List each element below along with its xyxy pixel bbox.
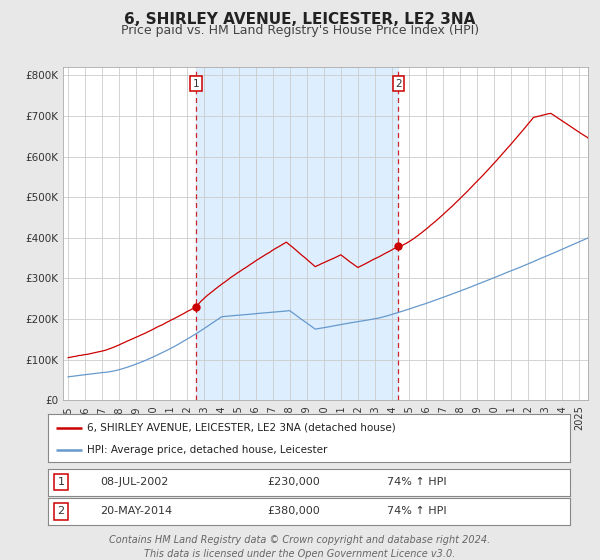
Text: £380,000: £380,000 — [267, 506, 320, 516]
Text: HPI: Average price, detached house, Leicester: HPI: Average price, detached house, Leic… — [87, 445, 328, 455]
Text: Price paid vs. HM Land Registry's House Price Index (HPI): Price paid vs. HM Land Registry's House … — [121, 24, 479, 37]
Text: 2: 2 — [395, 79, 402, 89]
Text: 6, SHIRLEY AVENUE, LEICESTER, LE2 3NA (detached house): 6, SHIRLEY AVENUE, LEICESTER, LE2 3NA (d… — [87, 423, 396, 433]
Text: 74% ↑ HPI: 74% ↑ HPI — [388, 506, 447, 516]
Text: Contains HM Land Registry data © Crown copyright and database right 2024.
This d: Contains HM Land Registry data © Crown c… — [109, 535, 491, 559]
Text: 1: 1 — [193, 79, 200, 89]
Text: 08-JUL-2002: 08-JUL-2002 — [100, 477, 169, 487]
Bar — [196, 67, 398, 400]
Text: 2: 2 — [58, 506, 65, 516]
Text: 6, SHIRLEY AVENUE, LEICESTER, LE2 3NA: 6, SHIRLEY AVENUE, LEICESTER, LE2 3NA — [124, 12, 476, 27]
Text: 1: 1 — [58, 477, 65, 487]
Text: 20-MAY-2014: 20-MAY-2014 — [100, 506, 172, 516]
Text: 74% ↑ HPI: 74% ↑ HPI — [388, 477, 447, 487]
Text: £230,000: £230,000 — [267, 477, 320, 487]
